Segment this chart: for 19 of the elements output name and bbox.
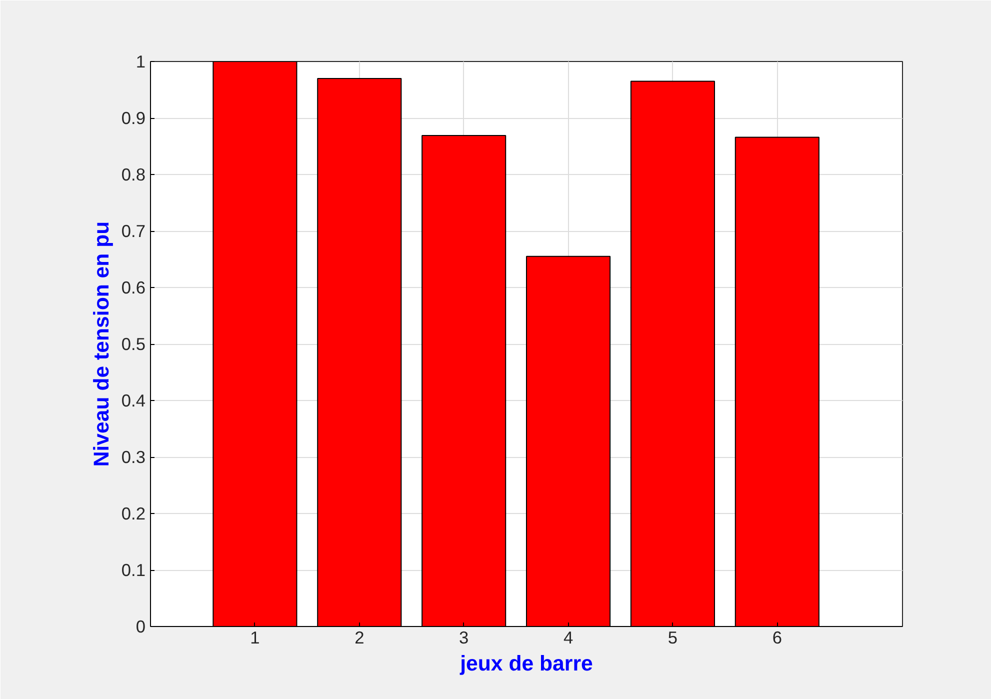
x-tick-label: 6 xyxy=(772,628,782,648)
y-tick-label: 0.5 xyxy=(121,334,146,354)
y-tick-label: 0 xyxy=(136,616,146,636)
x-tick-label: 1 xyxy=(250,628,260,648)
y-tick-label: 0.1 xyxy=(121,560,146,580)
x-tick-label: 5 xyxy=(668,628,678,648)
y-tick-label: 0.2 xyxy=(121,504,146,524)
x-tick-label: 2 xyxy=(354,628,364,648)
y-tick-label: 0.8 xyxy=(121,164,146,184)
y-tick-label: 0.6 xyxy=(121,278,146,298)
y-tick-label: 1 xyxy=(136,52,146,72)
y-tick-label: 0.9 xyxy=(121,108,146,128)
x-axis-title: jeux de barre xyxy=(459,652,594,676)
y-tick-label: 0.3 xyxy=(121,447,146,467)
y-tick-label: 0.4 xyxy=(121,390,146,410)
x-tick-label: 3 xyxy=(459,628,469,648)
y-tick-label: 0.7 xyxy=(121,221,146,241)
y-axis-title: Niveau de tension en pu xyxy=(89,221,114,467)
x-tick-label: 4 xyxy=(563,628,574,648)
